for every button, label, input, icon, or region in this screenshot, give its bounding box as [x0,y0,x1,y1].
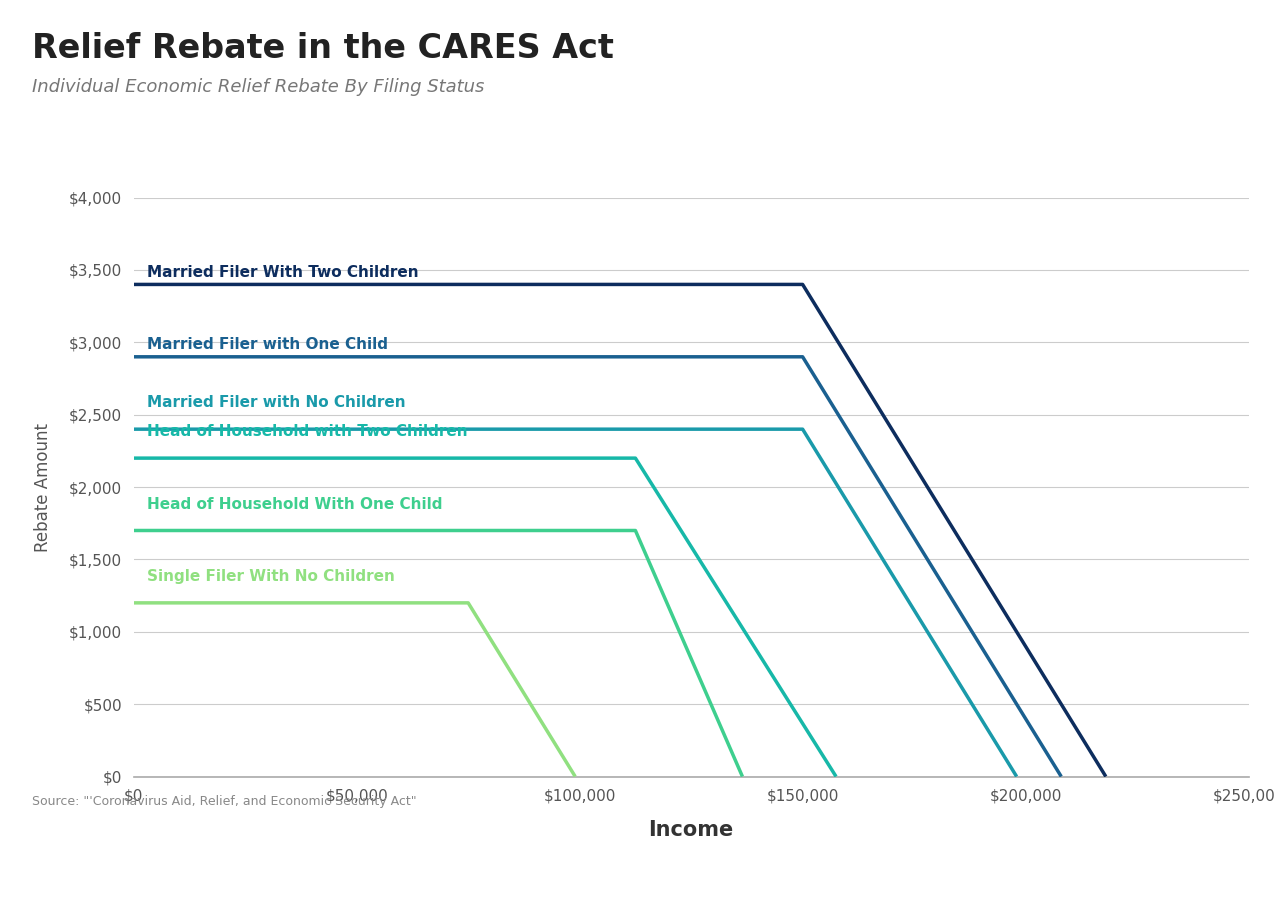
Text: Head of Household With One Child: Head of Household With One Child [148,496,442,512]
Text: Married Filer With Two Children: Married Filer With Two Children [148,265,419,280]
X-axis label: Income: Income [648,820,734,840]
Text: Married Filer with One Child: Married Filer with One Child [148,337,389,353]
Text: Individual Economic Relief Rebate By Filing Status: Individual Economic Relief Rebate By Fil… [32,78,484,96]
Y-axis label: Rebate Amount: Rebate Amount [34,423,52,551]
Text: Source: "'Coronavirus Aid, Relief, and Economic Security Act": Source: "'Coronavirus Aid, Relief, and E… [32,795,417,808]
Text: Married Filer with No Children: Married Filer with No Children [148,395,406,411]
Text: Head of Household with Two Children: Head of Household with Two Children [148,425,468,439]
Text: Single Filer With No Children: Single Filer With No Children [148,569,395,584]
Text: @TaxFoundation: @TaxFoundation [1091,875,1251,894]
Text: Relief Rebate in the CARES Act: Relief Rebate in the CARES Act [32,32,614,65]
Text: TAX FOUNDATION: TAX FOUNDATION [23,872,257,897]
